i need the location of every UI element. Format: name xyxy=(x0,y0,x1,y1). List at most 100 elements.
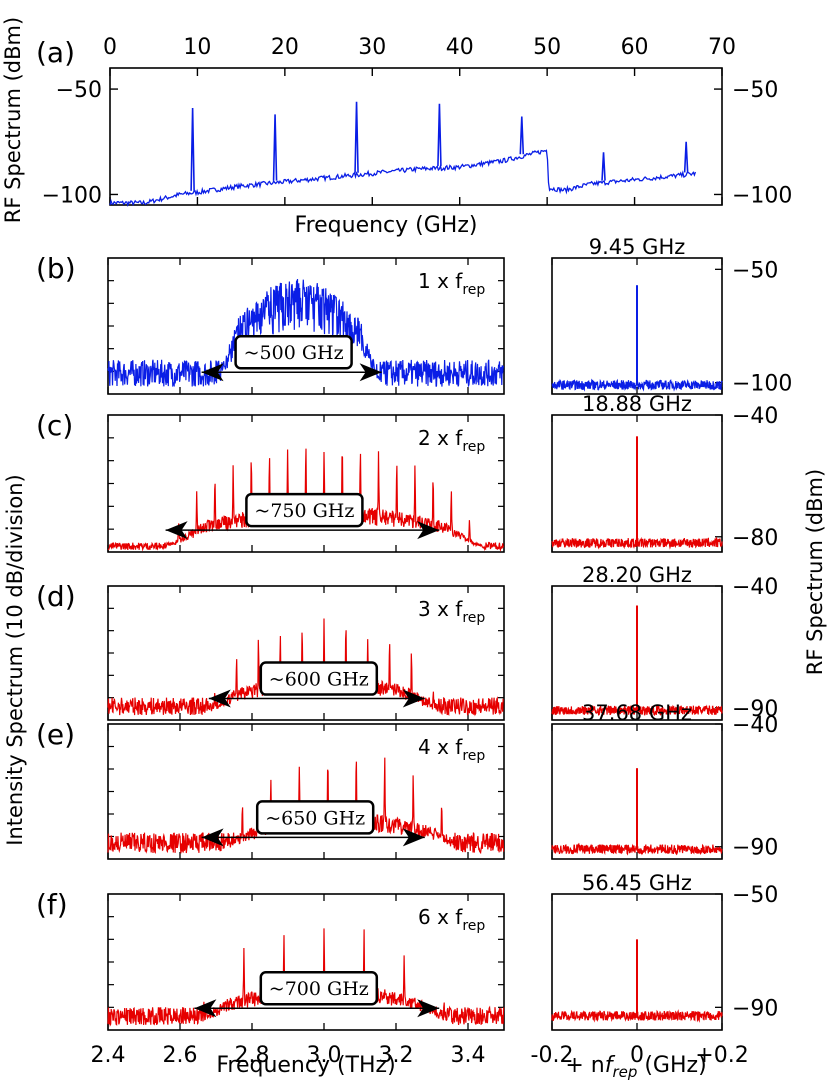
rf-ytick-label: −90 xyxy=(732,697,778,722)
panel-label-f: (f) xyxy=(36,888,68,921)
optical-panel-b: ~500 GHz 1 x frep (b) xyxy=(36,252,505,395)
rf-ytick-label: −90 xyxy=(732,996,778,1021)
harmonic-label-main: 3 x f xyxy=(418,597,463,621)
panel-a-peak xyxy=(683,141,689,173)
panel-a-xlabel: Frequency (GHz) xyxy=(295,213,478,238)
optical-xtick-label: 2.4 xyxy=(91,1043,126,1068)
panel-label-c: (c) xyxy=(36,409,73,442)
rf-panel-d: −40 −90 28.20 GHz xyxy=(551,563,778,722)
harmonic-label-e: 4 x frep xyxy=(418,735,485,764)
panel-a-ytick-label-right: −50 xyxy=(732,78,778,103)
rf-noise-f xyxy=(551,1009,723,1023)
harmonic-label-b: 1 x frep xyxy=(418,269,485,298)
panel-a-peak xyxy=(190,108,195,191)
panel-a-ylabel: RF Spectrum (dBm) xyxy=(1,17,25,223)
harmonic-label-f: 6 x frep xyxy=(418,905,485,934)
bandwidth-arrowhead-left xyxy=(201,828,224,847)
panel-a-xtick-label: 30 xyxy=(358,35,386,60)
optical-xtick-label: 3.0 xyxy=(307,1043,342,1068)
panel-a-rf-spectrum: 0 10 20 30 40 50 60 70 −50 −50 −100 −100 (a) Frequenc… xyxy=(1,17,792,238)
harmonic-label-main: 1 x f xyxy=(418,269,463,293)
harmonic-label-sub: rep xyxy=(462,610,485,626)
bandwidth-label-d: ~600 GHz xyxy=(269,669,369,691)
rf-xtick-label: -0.2 xyxy=(531,1043,574,1068)
rf-ytick-label: −50 xyxy=(732,258,778,283)
bandwidth-arrowhead-left xyxy=(165,521,188,540)
panel-a-xtick-label: 50 xyxy=(533,35,561,60)
harmonic-label-sub: rep xyxy=(462,748,485,764)
rf-xlabel-prefix: + n xyxy=(565,1053,604,1078)
panel-a-peak xyxy=(354,101,359,173)
optical-trace-c xyxy=(107,448,505,552)
optical-panel-e: ~650 GHz 4 x frep (e) xyxy=(36,718,505,860)
bandwidth-box-b xyxy=(234,334,353,370)
panel-a-peak xyxy=(437,103,442,166)
optical-xtick-label: 2.8 xyxy=(235,1043,270,1068)
rf-freq-label-b: 9.45 GHz xyxy=(589,235,686,259)
harmonic-label-c: 2 x frep xyxy=(418,426,485,455)
panel-a-xtick-label: 0 xyxy=(103,35,117,60)
rf-panel-c: −40 −80 18.88 GHz xyxy=(551,392,778,553)
rf-xtick-label: 0 xyxy=(630,1043,644,1068)
bandwidth-label-b: ~500 GHz xyxy=(244,342,344,364)
bandwidth-box-d xyxy=(259,661,379,696)
optical-xlabel: Frequency (THz) xyxy=(216,1053,395,1078)
optical-xtick-label: 3.2 xyxy=(379,1043,414,1068)
optical-panel-f: 2.4 2.6 2.8 3.0 3.2 3.4 ~700 GHz 6 x frep (f) xyxy=(36,888,505,1068)
harmonic-label-main: 2 x f xyxy=(418,426,463,450)
panel-a-ytick-label-left: −50 xyxy=(56,78,102,103)
bandwidth-label-c: ~750 GHz xyxy=(254,500,354,522)
rf-noise-e xyxy=(551,842,723,856)
harmonic-label-main: 4 x f xyxy=(418,735,463,759)
right-ylabel: RF Spectrum (dBm) xyxy=(803,469,827,675)
panel-a-peak xyxy=(601,152,606,181)
harmonic-label-sub: rep xyxy=(462,439,485,455)
optical-panel-c: ~750 GHz 2 x frep (c) xyxy=(36,409,505,553)
rf-ytick-label: −80 xyxy=(732,526,778,551)
bandwidth-label-f: ~700 GHz xyxy=(269,978,369,1000)
bandwidth-arrowhead-right xyxy=(417,999,440,1018)
panel-a-trace xyxy=(109,149,697,207)
rf-panel-f: -0.2 0 +0.2 −50 −90 56.45 GHz xyxy=(531,871,779,1068)
rf-xlabel-italic: f xyxy=(605,1053,616,1078)
rf-ytick-label: −40 xyxy=(732,404,778,429)
bandwidth-arrowhead-left xyxy=(208,689,231,708)
panel-a-xtick-label: 10 xyxy=(183,35,211,60)
panel-a-ytick-label-right: −100 xyxy=(732,183,792,208)
rf-ytick-label: −40 xyxy=(732,713,778,738)
harmonic-label-main: 6 x f xyxy=(418,905,463,929)
optical-panel-d: ~600 GHz 3 x frep (d) xyxy=(36,580,505,721)
panel-label-b: (b) xyxy=(36,252,76,285)
bandwidth-arrowhead-right xyxy=(417,521,440,540)
optical-trace-b xyxy=(107,278,505,388)
panel-a-frame xyxy=(109,67,723,206)
harmonic-label-d: 3 x frep xyxy=(418,597,485,626)
panel-a-peak xyxy=(519,116,525,155)
panel-a-ytick-label-left: −100 xyxy=(42,183,102,208)
rf-freq-label-f: 56.45 GHz xyxy=(582,871,692,895)
bandwidth-arrowhead-right xyxy=(402,689,425,708)
bandwidth-arrowhead-right xyxy=(359,363,382,382)
panel-label-d: (d) xyxy=(36,580,76,613)
bandwidth-box-e xyxy=(255,800,375,835)
panel-a-peak xyxy=(272,114,278,181)
panel-a-xtick-label: 70 xyxy=(708,35,736,60)
panel-label-e: (e) xyxy=(36,718,75,751)
rf-noise-b xyxy=(551,378,723,392)
rf-xtick-label: +0.2 xyxy=(695,1043,748,1068)
bandwidth-label-e: ~650 GHz xyxy=(265,807,365,829)
bandwidth-arrowhead-left xyxy=(194,999,217,1018)
rf-xlabel-suffix: (GHz) xyxy=(637,1053,706,1078)
rf-ytick-label: −90 xyxy=(732,836,778,861)
rf-xlabel-sub: rep xyxy=(612,1063,637,1081)
rf-panel-e: −40 −90 37.68 GHz xyxy=(551,701,778,861)
bandwidth-arrowhead-left xyxy=(201,363,224,382)
rf-freq-label-d: 28.20 GHz xyxy=(582,563,692,587)
panel-a-xtick-label: 40 xyxy=(446,35,474,60)
rf-freq-label-c: 18.88 GHz xyxy=(582,392,692,416)
bandwidth-arrowhead-right xyxy=(402,828,425,847)
rf-xlabel: + nfrep (GHz) xyxy=(565,1053,706,1081)
